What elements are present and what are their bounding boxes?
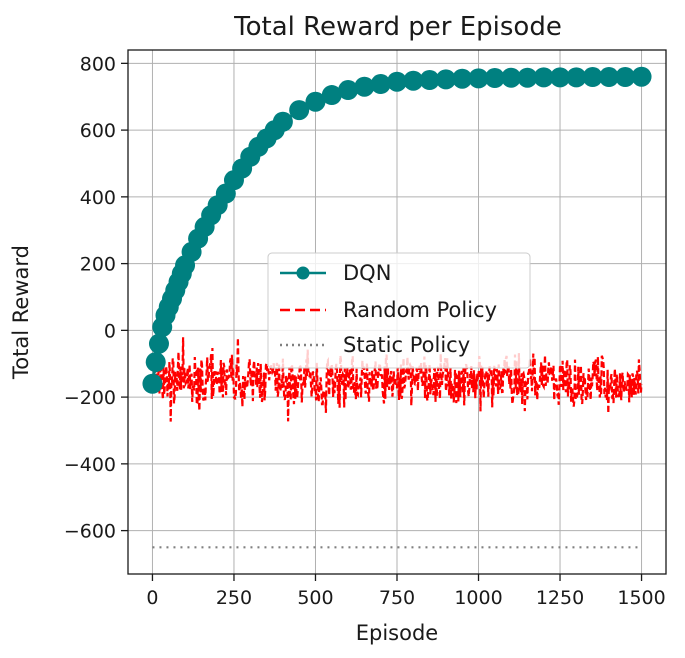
legend-static-label: Static Policy <box>343 333 470 357</box>
y-tick-label: 0 <box>104 320 116 342</box>
dqn-point <box>550 67 571 88</box>
x-axis-ticks: 0 250 500 750 1000 1250 1500 <box>146 574 666 609</box>
dqn-point <box>533 67 554 88</box>
dqn-point <box>615 67 636 88</box>
y-tick-label: 200 <box>80 254 116 276</box>
legend: DQN Random Policy Static Policy <box>267 252 531 369</box>
dqn-point <box>338 80 359 101</box>
dqn-point <box>631 66 652 87</box>
x-tick-label: 500 <box>297 587 333 609</box>
x-tick-label: 1500 <box>617 587 665 609</box>
x-tick-label: 0 <box>146 587 158 609</box>
dqn-point <box>321 85 342 106</box>
dqn-point <box>598 67 619 88</box>
x-tick-label: 750 <box>379 587 415 609</box>
dqn-point <box>468 68 489 89</box>
y-tick-label: −600 <box>64 521 116 543</box>
legend-dqn-label: DQN <box>343 261 391 285</box>
dqn-point <box>582 67 603 88</box>
dqn-point <box>501 67 522 88</box>
dqn-point <box>484 68 505 89</box>
dqn-point <box>289 100 310 121</box>
dqn-point <box>566 67 587 88</box>
dqn-point <box>452 68 473 89</box>
dqn-point <box>370 74 391 95</box>
x-tick-label: 1250 <box>536 587 584 609</box>
y-tick-label: −200 <box>64 387 116 409</box>
dqn-point <box>517 67 538 88</box>
plot-area <box>142 66 652 549</box>
y-tick-label: −400 <box>64 454 116 476</box>
dqn-point <box>354 76 375 97</box>
dqn-point <box>148 333 169 354</box>
dqn-point <box>419 70 440 91</box>
dqn-series <box>142 66 652 394</box>
y-axis-label: Total Reward <box>9 245 33 380</box>
legend-random-label: Random Policy <box>343 298 497 322</box>
y-tick-label: 800 <box>80 53 116 75</box>
dqn-point <box>435 69 456 90</box>
legend-box <box>267 252 531 369</box>
x-tick-label: 1000 <box>454 587 502 609</box>
x-tick-label: 250 <box>216 587 252 609</box>
random-policy-line <box>151 337 643 422</box>
dqn-point <box>142 373 163 394</box>
y-tick-label: 600 <box>80 120 116 142</box>
dqn-point <box>403 70 424 91</box>
dqn-point <box>272 111 293 132</box>
dqn-point <box>387 71 407 92</box>
dqn-point <box>305 91 326 112</box>
legend-dqn-marker <box>296 266 310 280</box>
x-axis-label: Episode <box>356 621 438 645</box>
dqn-point <box>145 352 166 373</box>
y-axis-ticks: −600 −400 −200 0 200 400 600 800 <box>64 53 128 543</box>
y-tick-label: 400 <box>80 187 116 209</box>
random-policy-series <box>151 337 643 422</box>
chart-title: Total Reward per Episode <box>233 12 562 42</box>
